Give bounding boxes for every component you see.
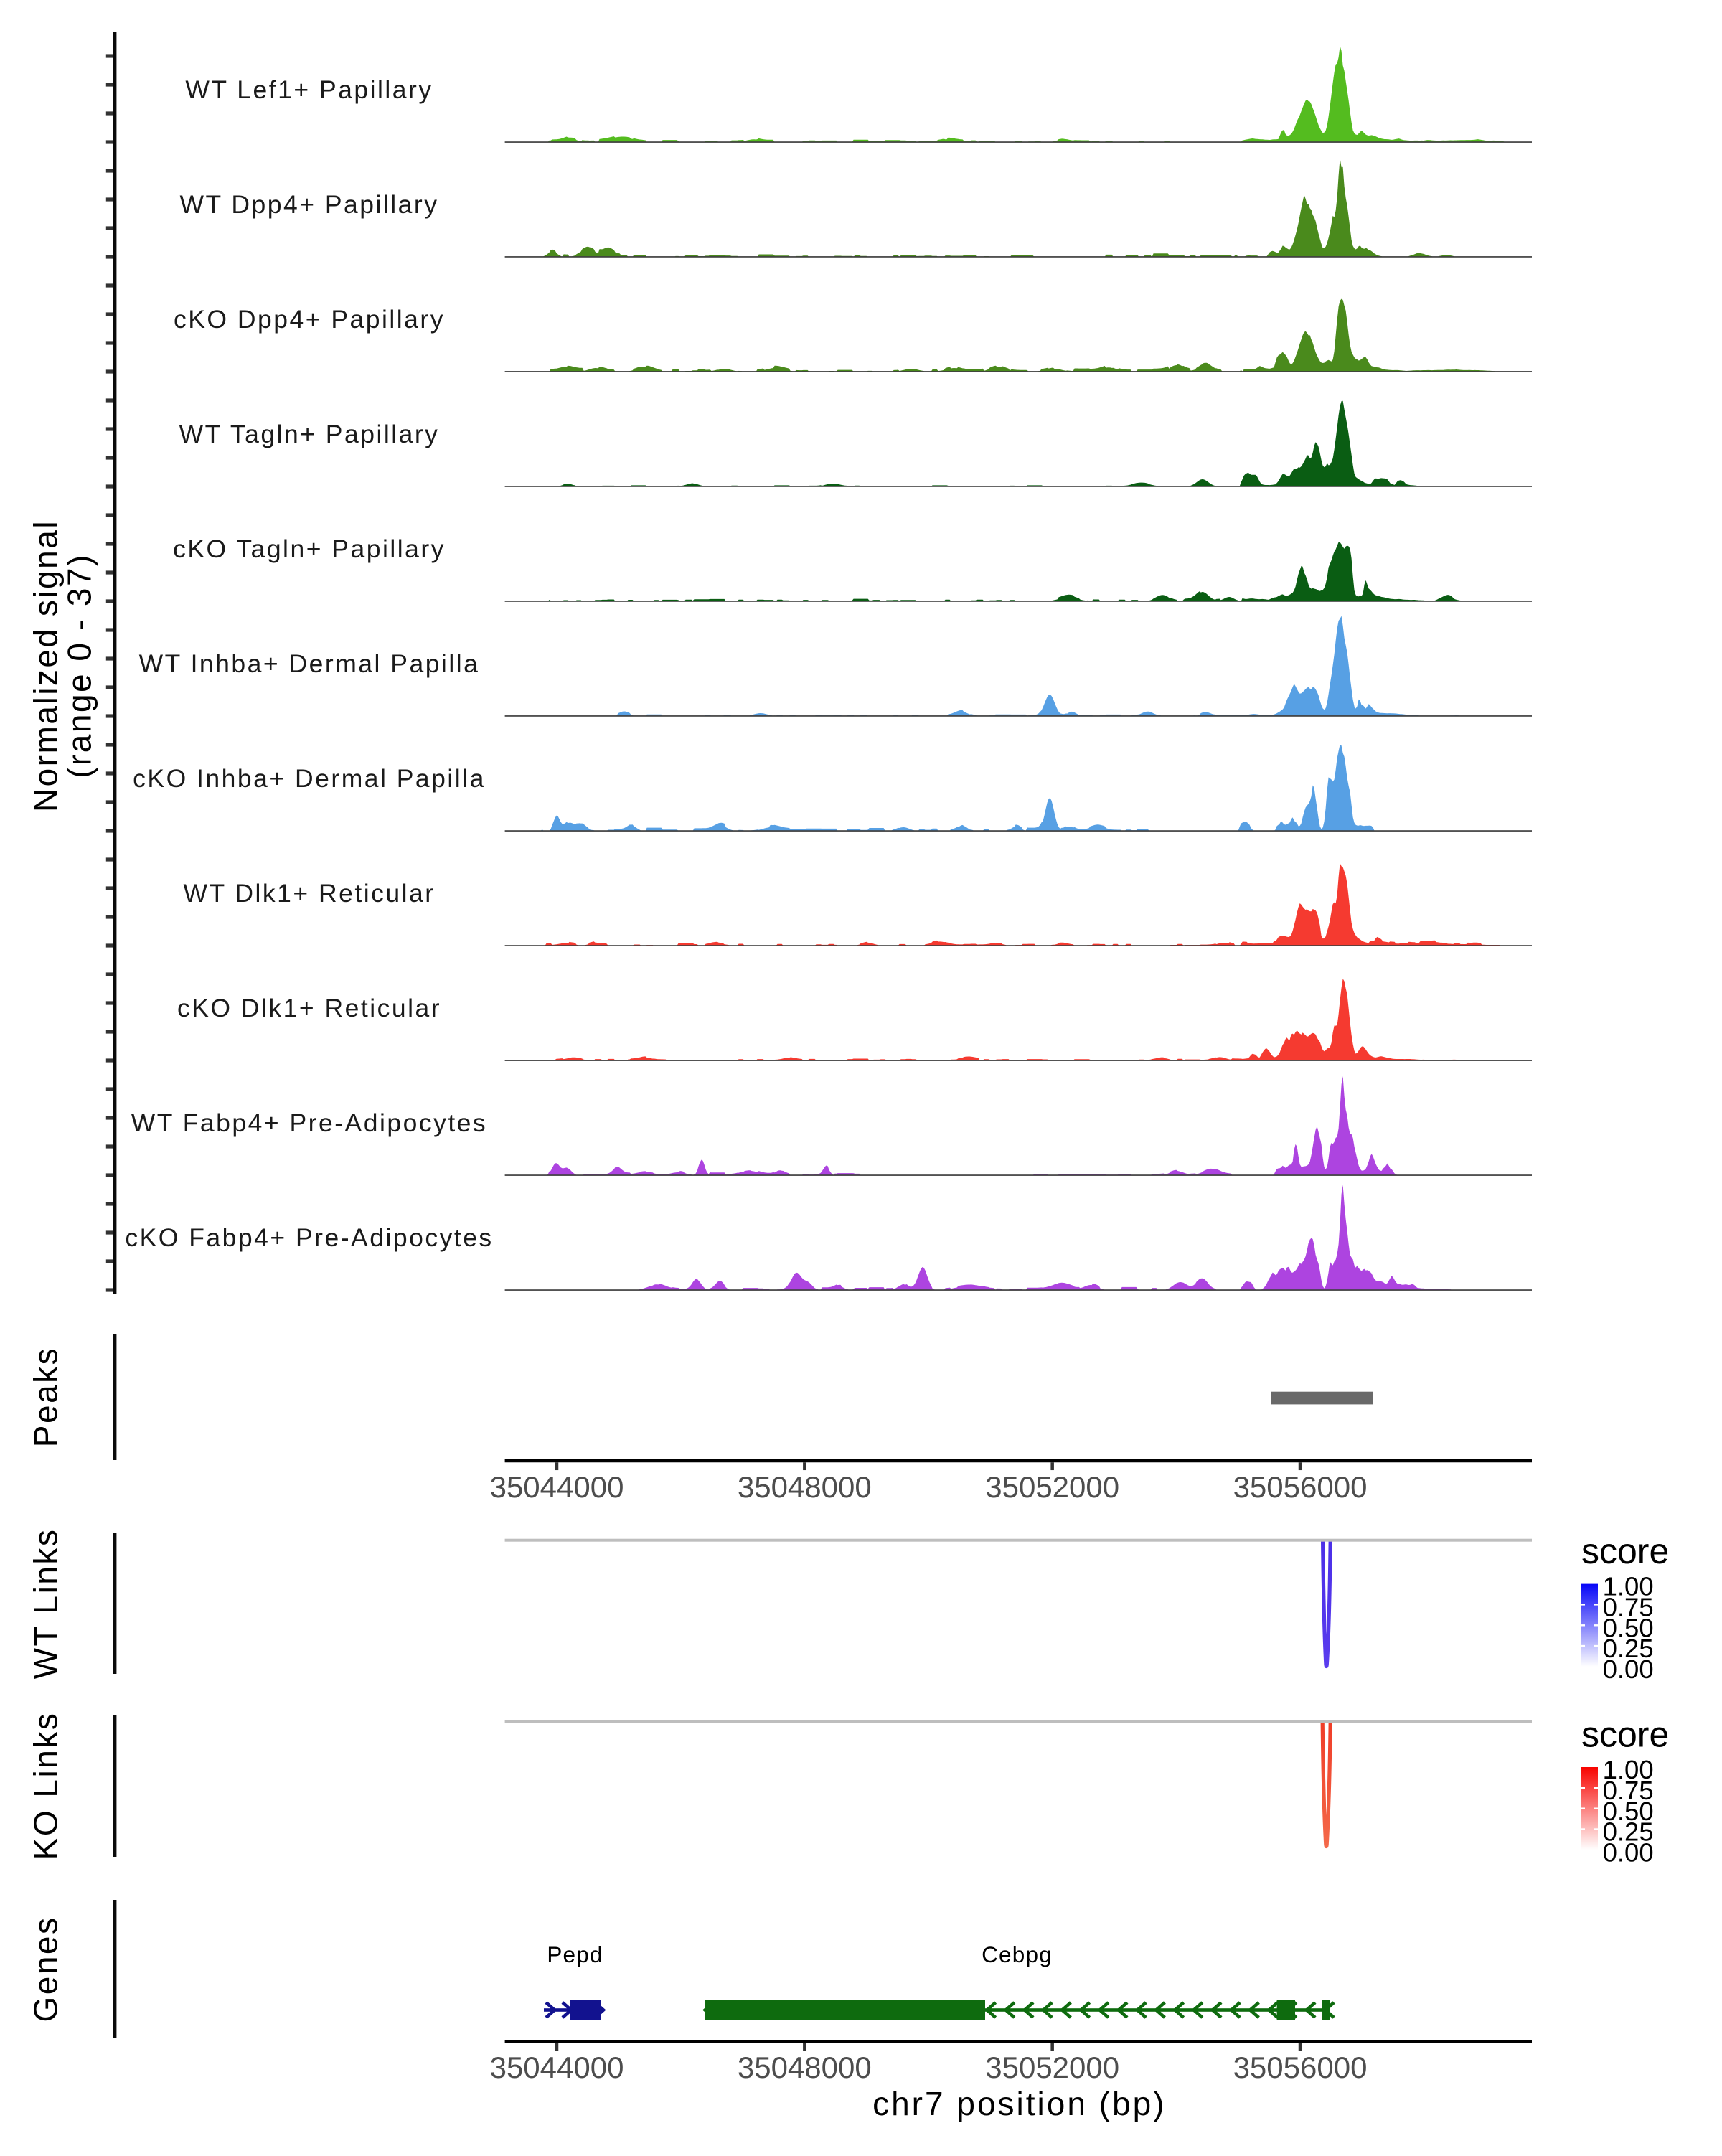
svg-text:0.25: 0.25	[1603, 1817, 1654, 1847]
svg-text:0.25: 0.25	[1603, 1634, 1654, 1663]
svg-text:cKO Dlk1+ Reticular: cKO Dlk1+ Reticular	[177, 994, 441, 1022]
svg-text:1.00: 1.00	[1603, 1755, 1654, 1784]
svg-text:35048000: 35048000	[738, 2051, 872, 2084]
svg-text:Genes: Genes	[27, 1916, 65, 2022]
svg-text:WT Dlk1+ Reticular: WT Dlk1+ Reticular	[183, 879, 435, 908]
svg-text:0.00: 0.00	[1603, 1654, 1654, 1684]
svg-text:(range 0 - 37): (range 0 - 37)	[61, 553, 98, 778]
svg-text:Pepd: Pepd	[547, 1941, 603, 1967]
svg-text:WT Tagln+ Papillary: WT Tagln+ Papillary	[179, 420, 440, 448]
svg-text:35052000: 35052000	[985, 2051, 1119, 2084]
svg-text:35056000: 35056000	[1233, 1470, 1368, 1504]
svg-text:35044000: 35044000	[490, 2051, 624, 2084]
svg-text:Cebpg: Cebpg	[982, 1941, 1053, 1967]
svg-text:KO Links: KO Links	[27, 1712, 65, 1860]
svg-text:Peaks: Peaks	[27, 1347, 65, 1447]
svg-text:0.00: 0.00	[1603, 1838, 1654, 1868]
svg-text:WT Fabp4+ Pre-Adipocytes: WT Fabp4+ Pre-Adipocytes	[131, 1108, 487, 1137]
svg-text:0.50: 0.50	[1603, 1613, 1654, 1642]
svg-text:cKO Tagln+ Papillary: cKO Tagln+ Papillary	[173, 535, 446, 563]
svg-text:Normalized signal: Normalized signal	[27, 519, 65, 812]
svg-text:chr7 position (bp): chr7 position (bp)	[872, 2085, 1166, 2122]
svg-text:WT Lef1+ Papillary: WT Lef1+ Papillary	[185, 75, 433, 104]
svg-text:cKO Fabp4+ Pre-Adipocytes: cKO Fabp4+ Pre-Adipocytes	[125, 1223, 493, 1252]
svg-text:0.50: 0.50	[1603, 1797, 1654, 1826]
svg-text:1.00: 1.00	[1603, 1572, 1654, 1601]
svg-text:cKO Inhba+ Dermal Papilla: cKO Inhba+ Dermal Papilla	[133, 764, 486, 793]
svg-text:WT Links: WT Links	[27, 1528, 65, 1680]
svg-text:35052000: 35052000	[985, 1470, 1119, 1504]
svg-text:35056000: 35056000	[1233, 2051, 1368, 2084]
svg-text:score: score	[1581, 1714, 1669, 1754]
svg-text:35044000: 35044000	[490, 1470, 624, 1504]
svg-text:score: score	[1581, 1531, 1669, 1571]
svg-text:0.75: 0.75	[1603, 1776, 1654, 1805]
svg-text:0.75: 0.75	[1603, 1593, 1654, 1622]
svg-text:35048000: 35048000	[738, 1470, 872, 1504]
svg-text:WT Dpp4+ Papillary: WT Dpp4+ Papillary	[179, 190, 438, 219]
svg-text:cKO Dpp4+ Papillary: cKO Dpp4+ Papillary	[174, 305, 445, 334]
svg-text:WT Inhba+ Dermal Papilla: WT Inhba+ Dermal Papilla	[139, 649, 480, 678]
